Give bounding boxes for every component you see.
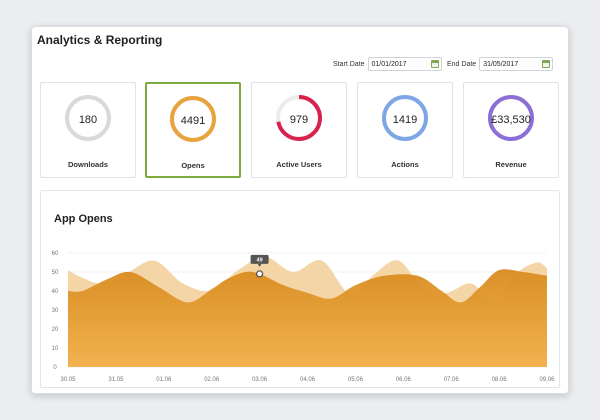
card-downloads[interactable]: 180 Downloads bbox=[40, 82, 136, 178]
calendar-icon[interactable] bbox=[430, 60, 439, 68]
card-value: 180 bbox=[78, 114, 98, 126]
start-date-input[interactable]: 01/01/2017 bbox=[367, 57, 442, 71]
x-tick-label: 01.06 bbox=[156, 377, 172, 383]
page-title: Analytics & Reporting bbox=[37, 33, 163, 47]
card-label: Downloads bbox=[67, 160, 108, 169]
x-tick-label: 09.06 bbox=[539, 377, 555, 383]
calendar-icon[interactable] bbox=[542, 60, 551, 68]
card-label: Active Users bbox=[276, 160, 322, 169]
card-label: Opens bbox=[181, 161, 205, 170]
end-date-input[interactable]: 31/05/2017 bbox=[479, 57, 554, 71]
tooltip-box bbox=[250, 254, 269, 264]
y-tick-label: 30 bbox=[52, 308, 59, 314]
app-opens-panel: 0 10 20 30 40 50 60 30.05 31.05 01.06 02.06 03.06 04… bbox=[40, 190, 560, 388]
card-label: Revenue bbox=[495, 160, 527, 169]
x-tick-label: 07.06 bbox=[444, 377, 460, 383]
card-actions[interactable]: 1419 Actions bbox=[357, 82, 453, 178]
x-tick-label: 04.06 bbox=[300, 377, 316, 383]
start-date-label: Start Date bbox=[333, 60, 365, 68]
tooltip-value: 49 bbox=[257, 257, 263, 263]
ring-progress bbox=[276, 95, 322, 141]
end-date-filter: End Date 31/05/2017 bbox=[447, 57, 554, 71]
ring-chart bbox=[170, 96, 216, 142]
x-tick-label: 08.06 bbox=[492, 377, 508, 383]
highlight-point[interactable] bbox=[255, 270, 264, 278]
x-tick-label: 06.06 bbox=[396, 377, 412, 383]
tooltip-pointer bbox=[257, 263, 262, 267]
card-opens[interactable]: 4491 Opens bbox=[145, 82, 241, 178]
y-tick-label: 20 bbox=[52, 327, 59, 333]
card-value: 4491 bbox=[180, 115, 206, 127]
app-opens-chart: 0 10 20 30 40 50 60 30.05 31.05 01.06 02.06 03.06 04… bbox=[52, 251, 556, 383]
end-date-value: 31/05/2017 bbox=[483, 60, 519, 68]
y-tick-label: 0 bbox=[53, 365, 57, 371]
y-tick-label: 60 bbox=[52, 251, 59, 257]
ring-chart bbox=[488, 95, 534, 141]
analytics-window: Analytics & Reporting Start Date 01/01/2… bbox=[31, 26, 569, 394]
start-date-filter: Start Date 01/01/2017 bbox=[333, 57, 442, 71]
card-value: 979 bbox=[289, 114, 309, 126]
y-tick-label: 40 bbox=[52, 289, 59, 295]
card-active-users[interactable]: 979 Active Users bbox=[251, 82, 347, 178]
x-tick-label: 03.06 bbox=[252, 377, 268, 383]
card-value: £33,530 bbox=[491, 114, 531, 126]
y-tick-label: 10 bbox=[52, 346, 59, 352]
ring-progress bbox=[488, 95, 534, 141]
card-revenue[interactable]: £33,530 Revenue bbox=[463, 82, 559, 178]
ring-progress bbox=[65, 95, 111, 141]
ring-chart bbox=[65, 95, 111, 141]
x-tick-label: 30.05 bbox=[60, 377, 76, 383]
y-tick-label: 50 bbox=[52, 270, 59, 276]
card-label: Actions bbox=[391, 160, 419, 169]
ring-progress bbox=[170, 96, 216, 142]
chart-title: App Opens bbox=[54, 213, 113, 225]
start-date-value: 01/01/2017 bbox=[371, 60, 407, 68]
area-series-front bbox=[68, 269, 547, 367]
ring-chart bbox=[276, 95, 322, 141]
ring-chart bbox=[382, 95, 428, 141]
x-tick-label: 02.06 bbox=[204, 377, 220, 383]
x-tick-label: 05.06 bbox=[348, 377, 364, 383]
card-value: 1419 bbox=[392, 114, 418, 126]
end-date-label: End Date bbox=[447, 60, 477, 68]
x-tick-label: 31.05 bbox=[108, 377, 124, 383]
ring-progress bbox=[382, 95, 428, 141]
